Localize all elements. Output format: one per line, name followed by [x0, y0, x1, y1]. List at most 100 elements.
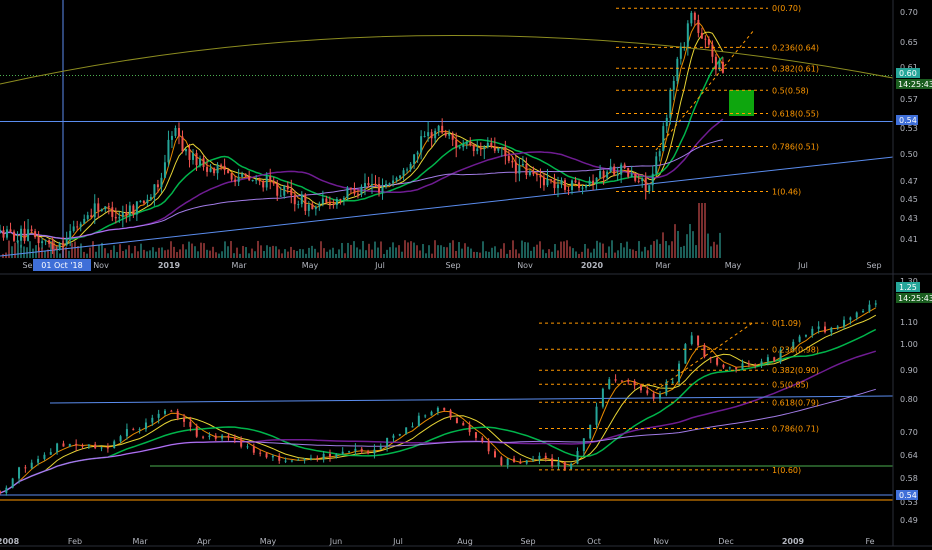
candle-down [156, 184, 159, 188]
x-tick-label: May [260, 537, 277, 546]
candle-down [2, 230, 5, 238]
bottom-chart-pane[interactable]: 0(1.09) 0.236(0.98) 0.382(0.90) 0.5(0.85) 0.… [0, 274, 932, 547]
volume-bar [275, 246, 277, 258]
volume-bar [101, 242, 103, 258]
candle-down [34, 231, 37, 238]
candle-down [97, 203, 100, 211]
candle-up [216, 164, 219, 174]
candle-down [652, 393, 655, 399]
candle-up [402, 170, 405, 176]
candle-down [262, 181, 265, 188]
candle-down [132, 429, 135, 431]
candle-up [297, 459, 300, 461]
candle-up [436, 407, 439, 412]
volume-bar [485, 251, 487, 258]
candle-up [427, 132, 430, 137]
candle-up [843, 319, 846, 327]
candle-up [72, 226, 75, 231]
candle-down [269, 176, 272, 182]
candle-up [686, 23, 689, 47]
volume-bar [344, 253, 346, 258]
volume-bar [695, 245, 697, 258]
candle-up [30, 462, 33, 469]
volume-bar [128, 245, 130, 258]
candle-down [549, 179, 552, 181]
volume-bar [461, 248, 463, 258]
volume-bar [551, 251, 553, 258]
candle-up [318, 203, 321, 207]
volume-bar [170, 241, 172, 258]
x-tick-label: Sep [445, 261, 460, 270]
candle-down [637, 180, 640, 182]
candle-down [551, 458, 554, 467]
top-chart-pane[interactable]: 0(0.70) 0.236(0.64) 0.382(0.61) 0.5(0.58) 0.… [0, 0, 932, 275]
volume-bar [395, 247, 397, 258]
candle-up [662, 126, 665, 152]
volume-bar [704, 203, 706, 258]
volume-bar [347, 242, 349, 258]
candle-down [252, 446, 255, 453]
candle-up [557, 462, 560, 467]
candle-up [335, 454, 338, 457]
candle-up [379, 446, 382, 450]
price-tag-value: 1.25 [899, 283, 917, 292]
candle-up [500, 146, 503, 149]
candle-up [237, 176, 240, 182]
candle-down [525, 164, 528, 176]
target-box [729, 90, 754, 116]
volume-bar [242, 245, 244, 258]
candle-down [188, 149, 191, 160]
volume-bar [413, 242, 415, 258]
volume-bar [146, 251, 148, 258]
volume-bar [245, 247, 247, 258]
volume-bar [80, 243, 82, 258]
candle-down [567, 189, 570, 191]
fib-level-label: 0.618(0.55) [772, 109, 819, 118]
candle-down [51, 243, 54, 249]
candle-down [444, 132, 447, 136]
x-tick-label: Mar [655, 261, 671, 270]
volume-bar [110, 249, 112, 258]
volume-bar [332, 247, 334, 258]
level-tag [896, 490, 918, 500]
volume-bar [644, 246, 646, 258]
volume-bar [674, 224, 676, 258]
volume-bar [452, 240, 454, 258]
volume-bar [233, 253, 235, 258]
candle-up [581, 187, 584, 189]
volume-bar [632, 249, 634, 258]
candle-down [23, 228, 26, 241]
candle-down [449, 410, 452, 418]
candle-up [546, 179, 549, 186]
volume-bar [455, 250, 457, 258]
candle-down [697, 19, 700, 33]
volume-bar [533, 246, 535, 258]
candle-down [9, 229, 12, 232]
candle-down [374, 183, 377, 185]
candle-down [293, 195, 296, 205]
volume-bar [587, 248, 589, 258]
fib-level-label: 0.5(0.58) [772, 86, 809, 95]
volume-bar [422, 244, 424, 258]
fib-level-label: 0.786(0.71) [772, 425, 819, 434]
volume-bar [560, 241, 562, 258]
candle-down [535, 174, 538, 176]
volume-bar [563, 241, 565, 258]
volume-bar [362, 240, 364, 258]
volume-bar [137, 251, 139, 258]
countdown-value: 14:25:43 [898, 80, 932, 89]
candle-down [356, 193, 359, 195]
candle-up [434, 130, 437, 139]
volume-bar [464, 243, 466, 258]
candle-up [483, 146, 486, 149]
candle-up [100, 447, 103, 449]
candle-up [462, 144, 465, 148]
candle-up [606, 171, 609, 178]
y-tick-label: 0.90 [900, 366, 918, 375]
volume-bar [260, 245, 262, 258]
candle-down [634, 173, 637, 181]
candle-up [43, 454, 46, 459]
candle-down [349, 187, 352, 190]
candle-up [855, 312, 858, 318]
candle-up [138, 429, 141, 431]
